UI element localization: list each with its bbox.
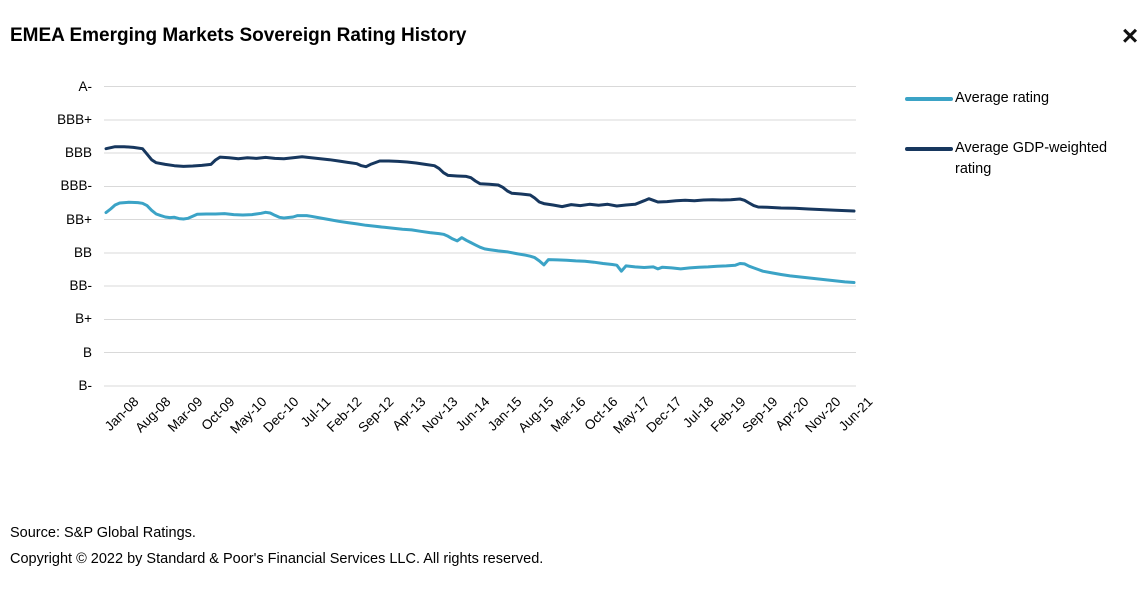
y-tick-label: BB+ [66, 211, 92, 227]
copyright-note: Copyright © 2022 by Standard & Poor's Fi… [10, 551, 544, 567]
y-tick-label: B+ [75, 311, 92, 327]
y-tick-label: A- [78, 78, 93, 94]
y-tick-label: BBB+ [57, 111, 92, 127]
gdp-weighted-rating-line [104, 145, 856, 213]
source-note: Source: S&P Global Ratings. [10, 525, 196, 541]
average-rating-line [104, 200, 856, 284]
y-tick-label: BBB [64, 145, 92, 161]
y-tick-label: BB [73, 244, 92, 260]
average-rating-line-swatch [905, 97, 953, 101]
y-tick-label: B- [78, 378, 93, 394]
chart-plot-area [104, 86, 856, 387]
close-button[interactable]: × [1116, 22, 1144, 50]
legend-item-gdp-weighted-rating: Average GDP-weighted rating [905, 138, 1137, 180]
y-tick-label: B [82, 344, 92, 360]
legend-label: Average GDP-weighted rating [955, 140, 1108, 177]
legend: Average rating Average GDP-weighted rati… [905, 88, 1137, 209]
legend-label: Average rating [955, 90, 1050, 106]
close-icon: × [1121, 20, 1139, 51]
gdp-weighted-rating-line-swatch [905, 147, 953, 151]
legend-item-average-rating: Average rating [905, 88, 1137, 109]
y-tick-label: BB- [69, 278, 92, 294]
page-title: EMEA Emerging Markets Sovereign Rating H… [10, 24, 467, 46]
y-tick-label: BBB- [60, 178, 92, 194]
